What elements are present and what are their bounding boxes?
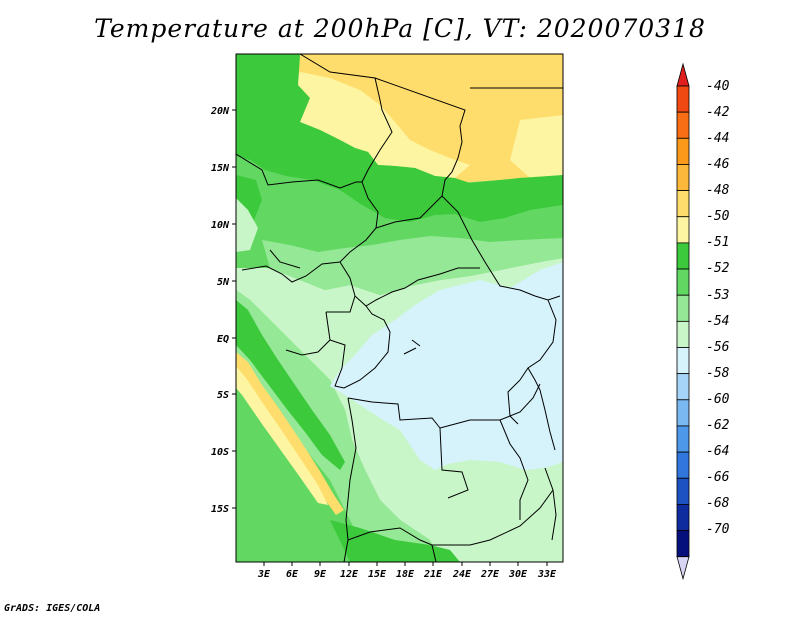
cb-label-14: -64 — [706, 444, 730, 459]
lat-label-15n: 15N — [211, 163, 230, 174]
cb-label-10: -56 — [706, 340, 730, 355]
grads-credit: GrADS: IGES/COLA — [4, 603, 101, 614]
colorbar-bin-0 — [676, 85, 690, 113]
cb-label-15: -66 — [706, 470, 730, 485]
lon-ticks — [263, 562, 548, 566]
colorbar-bin-3 — [676, 164, 690, 191]
colorbar-bin-10 — [676, 347, 690, 375]
cb-label-4: -48 — [706, 183, 730, 198]
region-dark-green-south — [330, 520, 460, 562]
temperature-field — [236, 54, 563, 562]
colorbar-bin-5 — [676, 216, 690, 244]
cb-label-1: -42 — [706, 105, 730, 120]
cb-label-9: -54 — [706, 314, 730, 329]
lat-label-20n: 20N — [210, 106, 230, 117]
country-borders — [236, 54, 563, 562]
colorbar-bin-8 — [676, 294, 690, 322]
cb-label-7: -52 — [706, 261, 730, 276]
lon-label-27e: 27E — [480, 569, 500, 580]
lat-label-15s: 15S — [211, 504, 229, 515]
cb-label-3: -46 — [706, 157, 730, 172]
colorbar-bin-15 — [676, 477, 690, 505]
colorbar-top-arrow — [676, 62, 690, 87]
colorbar — [676, 62, 690, 581]
cb-label-12: -60 — [706, 392, 730, 407]
lon-label-12e: 12E — [340, 569, 359, 580]
region-pale-green-north-west — [236, 198, 258, 252]
colorbar-bin-11 — [676, 373, 690, 401]
colorbar-bin-6 — [676, 242, 690, 270]
region-light-green-west — [236, 290, 440, 562]
cb-label-5: -50 — [706, 209, 730, 224]
colorbar-bin-1 — [676, 111, 690, 139]
map-title: Temperature at 200hPa [C], VT: 202007031… — [94, 14, 706, 43]
lat-label-5n: 5N — [217, 277, 230, 288]
lon-label-9e: 9E — [314, 569, 327, 580]
region-mid-green-south — [236, 470, 350, 562]
cb-label-0: -40 — [706, 79, 730, 94]
colorbar-bottom-arrow — [676, 556, 690, 581]
cb-label-13: -62 — [706, 418, 730, 433]
colorbar-bin-12 — [676, 399, 690, 427]
region-light-green-north-band — [262, 236, 563, 295]
cb-label-6: -51 — [706, 235, 730, 250]
colorbar-bin-7 — [676, 268, 690, 296]
lon-label-21e: 21E — [423, 569, 443, 580]
colorbar-bin-16 — [676, 503, 690, 531]
colorbar-bin-4 — [676, 190, 690, 218]
lon-label-30e: 30E — [508, 569, 528, 580]
colorbar-bin-9 — [676, 320, 690, 348]
region-pale-yellow-coast — [236, 366, 328, 505]
colorbar-bin-17 — [676, 530, 690, 558]
lat-label-5s: 5S — [217, 390, 229, 401]
lon-label-15e: 15E — [368, 569, 387, 580]
map-frame — [235, 53, 564, 563]
lon-label-3e: 3E — [257, 569, 271, 580]
lon-label-6e: 6E — [286, 569, 299, 580]
cb-label-17: -70 — [706, 522, 730, 537]
region-warm-north — [298, 54, 563, 183]
colorbar-bin-14 — [676, 451, 690, 479]
cb-label-16: -68 — [706, 496, 730, 511]
lat-label-10s: 10S — [211, 447, 229, 458]
cb-label-2: -44 — [706, 131, 730, 146]
lat-ticks — [232, 109, 236, 509]
lon-label-33e: 33E — [537, 569, 557, 580]
lat-label-eq: EQ — [217, 334, 229, 345]
region-dark-green-coast — [236, 300, 345, 470]
colorbar-bin-2 — [676, 137, 690, 165]
lon-label-18e: 18E — [396, 569, 415, 580]
region-pale-yellow-north — [290, 72, 470, 178]
region-pale-yellow-ne — [510, 115, 563, 178]
cb-label-11: -58 — [706, 366, 730, 381]
region-yellow-coast — [236, 352, 344, 515]
colorbar-bin-13 — [676, 425, 690, 453]
cb-label-8: -53 — [706, 288, 730, 303]
lon-label-24e: 24E — [452, 569, 472, 580]
lat-label-10n: 10N — [211, 220, 230, 231]
